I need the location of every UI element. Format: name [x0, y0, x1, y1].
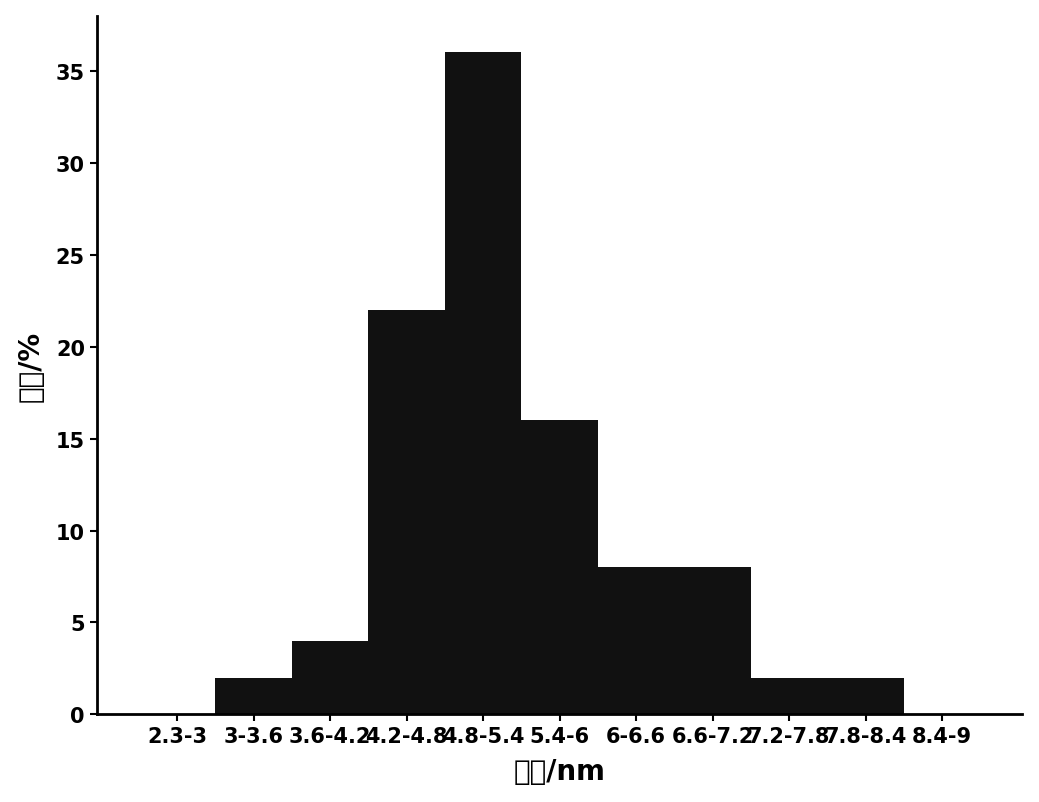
Bar [827, 678, 904, 715]
Bar [522, 421, 597, 715]
Bar [597, 568, 674, 715]
Bar [445, 54, 522, 715]
Bar [674, 568, 751, 715]
Bar [292, 641, 368, 715]
Bar [368, 310, 445, 715]
X-axis label: 粒径/nm: 粒径/nm [513, 757, 606, 785]
Bar [215, 678, 292, 715]
Bar [751, 678, 827, 715]
Y-axis label: 频率/%: 频率/% [17, 330, 45, 401]
